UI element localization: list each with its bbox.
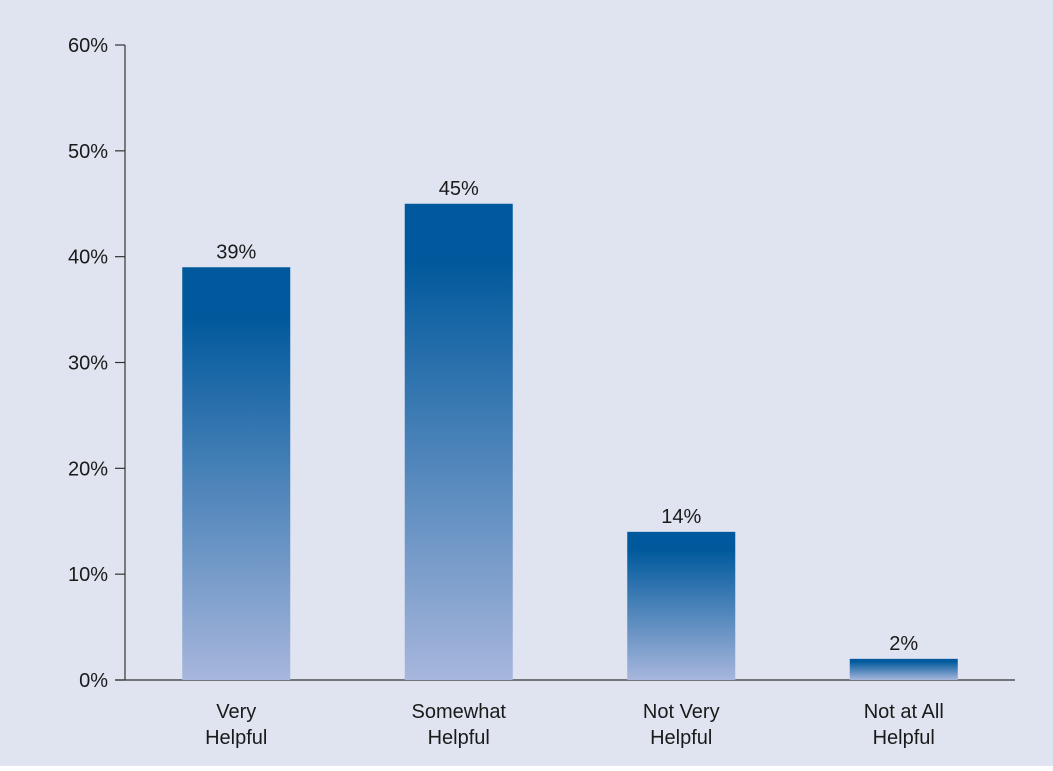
bar	[627, 531, 736, 680]
x-category-label: Very	[216, 701, 256, 723]
y-tick-label: 30%	[68, 353, 108, 375]
bar-value-label: 14%	[661, 506, 701, 528]
y-tick-label: 10%	[68, 564, 108, 586]
bar	[849, 658, 958, 680]
bar	[182, 267, 291, 680]
x-category-label: Helpful	[205, 727, 267, 749]
bar-value-label: 39%	[216, 241, 256, 263]
x-category-label: Helpful	[650, 727, 712, 749]
y-tick-label: 50%	[68, 141, 108, 163]
x-category-label: Somewhat	[412, 701, 507, 723]
y-tick-label: 0%	[79, 670, 108, 692]
x-category-label: Helpful	[873, 727, 935, 749]
y-tick-label: 20%	[68, 458, 108, 480]
y-tick-label: 40%	[68, 247, 108, 269]
bar	[404, 203, 513, 680]
y-tick-label: 60%	[68, 35, 108, 57]
x-category-label: Not Very	[643, 701, 720, 723]
bar-value-label: 45%	[439, 178, 479, 200]
x-category-label: Not at All	[864, 701, 944, 723]
x-category-label: Helpful	[428, 727, 490, 749]
bar-value-label: 2%	[889, 633, 918, 655]
